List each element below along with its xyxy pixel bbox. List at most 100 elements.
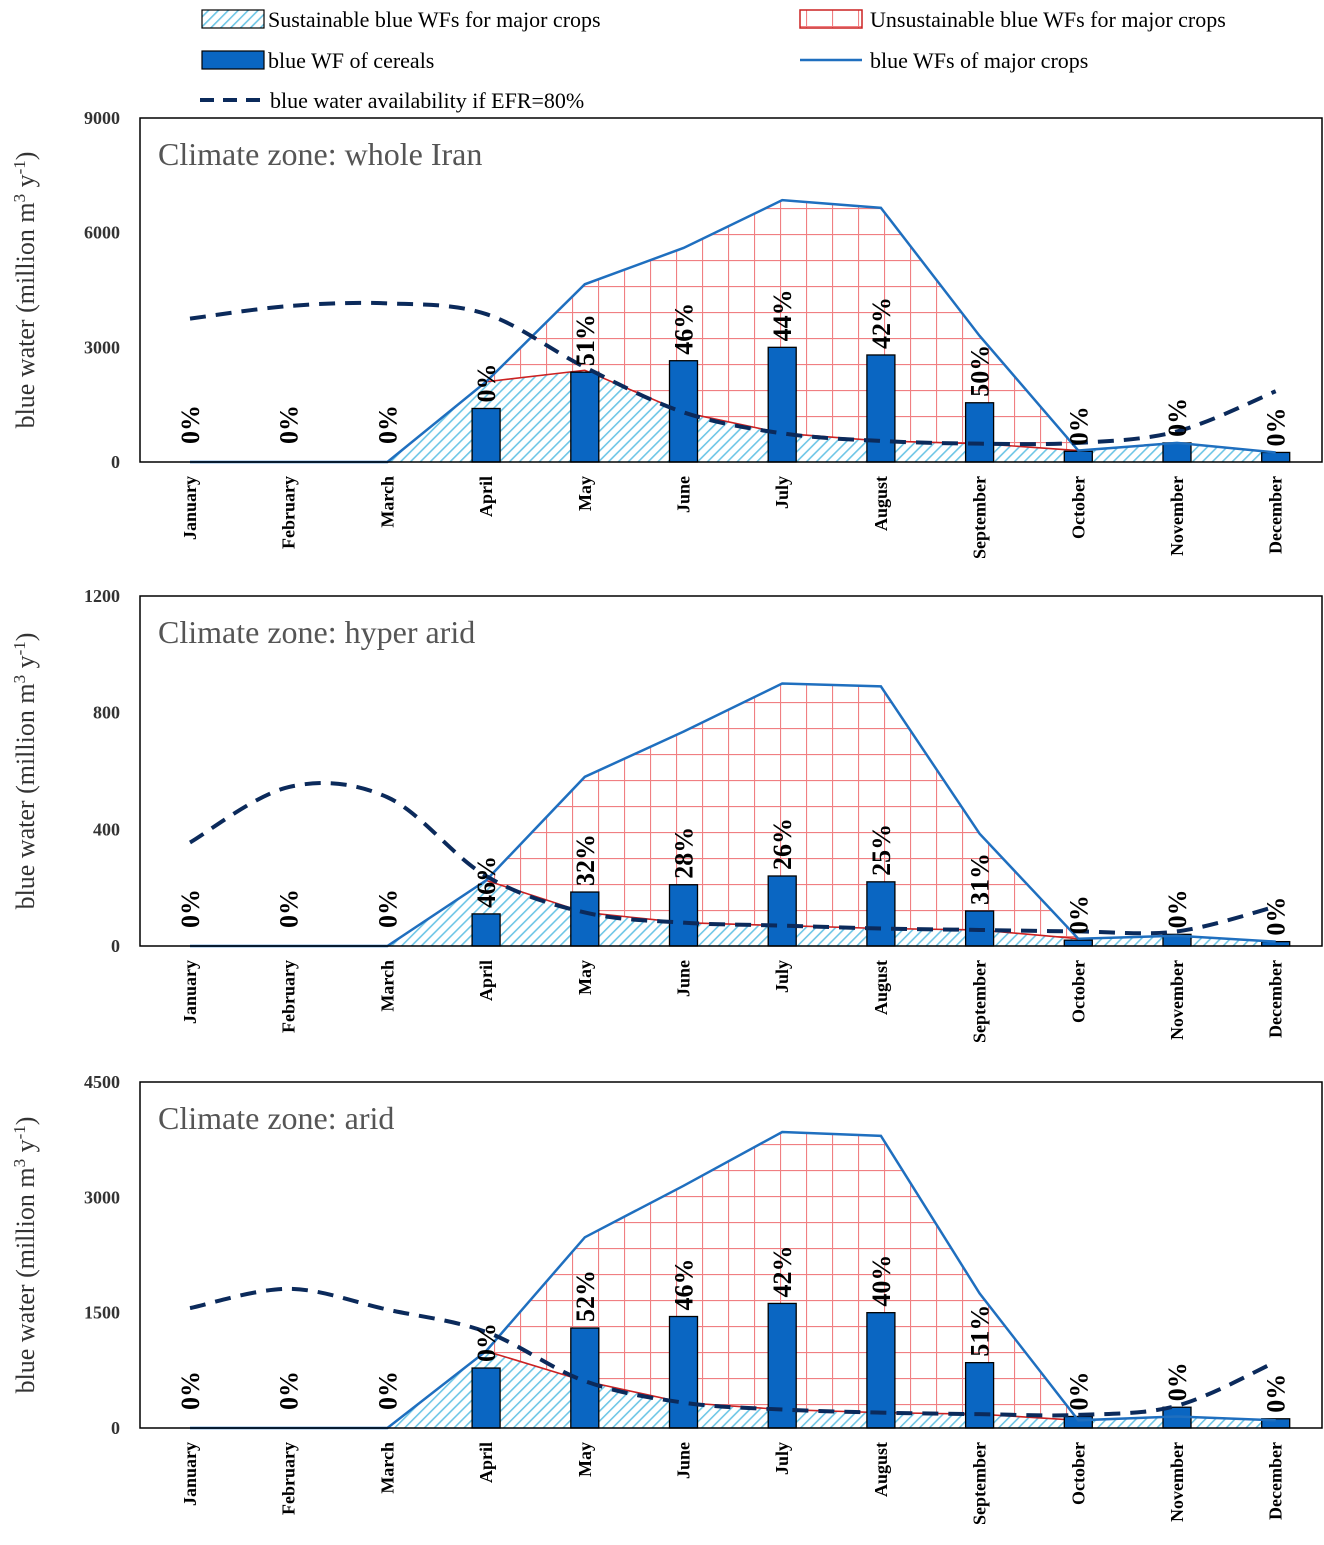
x-tick-label: May xyxy=(575,1442,595,1477)
percentage-label: 25% xyxy=(867,824,896,876)
x-tick-label: April xyxy=(476,1442,496,1483)
y-tick-label: 0 xyxy=(111,936,120,956)
x-tick-label: August xyxy=(871,476,891,531)
y-tick-label: 1200 xyxy=(84,586,120,606)
percentage-label: 0% xyxy=(176,405,205,444)
legend-swatch-unsustainable xyxy=(799,9,863,29)
x-tick-label: July xyxy=(772,1442,792,1475)
cereal-bar xyxy=(767,875,797,947)
x-tick-label: February xyxy=(279,960,299,1033)
y-axis-label: blue water (million m3 y-1) xyxy=(10,152,41,429)
percentage-label: 42% xyxy=(768,1245,797,1297)
x-tick-label: June xyxy=(674,476,694,513)
percentage-label: 0% xyxy=(373,889,402,928)
availability-line xyxy=(189,781,1277,936)
percentage-label: 42% xyxy=(867,297,896,349)
x-tick-label: November xyxy=(1167,1442,1187,1522)
percentage-label: 0% xyxy=(1064,1371,1093,1410)
y-tick-label: 0 xyxy=(111,1418,120,1438)
percentage-label: 40% xyxy=(867,1255,896,1307)
unsustainable-area xyxy=(190,683,1276,946)
percentage-label: 0% xyxy=(1064,895,1093,934)
cereal-bar xyxy=(668,884,699,947)
chart-panels: 0 3000 6000 9000 blue water (million m3 y-1)… xyxy=(10,108,1323,1525)
chart-panel: 0 1500 3000 4500 blue water (million m3 y-1)… xyxy=(10,1072,1323,1525)
percentage-label: 0% xyxy=(176,889,205,928)
availability-line xyxy=(189,300,1277,447)
sustainable-area xyxy=(190,370,1276,462)
percentage-label: 0% xyxy=(373,1371,402,1410)
x-tick-label: September xyxy=(970,1442,990,1525)
legend-swatch-sustainable xyxy=(201,9,265,29)
x-tick-label: December xyxy=(1266,960,1286,1038)
x-tick-label: October xyxy=(1068,960,1088,1023)
percentage-label: 0% xyxy=(472,363,501,402)
sustainable-area xyxy=(190,1351,1276,1428)
percentage-label: 26% xyxy=(768,818,797,870)
x-tick-label: August xyxy=(871,960,891,1015)
percentage-label: 46% xyxy=(670,1259,699,1311)
cereal-bar xyxy=(964,1361,995,1429)
percentage-label: 0% xyxy=(1163,1362,1192,1401)
x-tick-label: September xyxy=(970,960,990,1043)
x-tick-label: December xyxy=(1266,1442,1286,1520)
percentage-label: 0% xyxy=(1163,398,1192,437)
percentage-label: 0% xyxy=(275,889,304,928)
percentage-label: 0% xyxy=(1262,1374,1291,1413)
plot-frame xyxy=(139,117,1323,463)
x-tick-label: December xyxy=(1266,476,1286,554)
x-tick-label: April xyxy=(476,476,496,517)
cereal-bar xyxy=(1063,1415,1093,1429)
x-tick-label: November xyxy=(1167,476,1187,556)
percentage-label: 51% xyxy=(966,1305,995,1357)
percentage-label: 0% xyxy=(1262,897,1291,936)
x-tick-label: July xyxy=(772,960,792,993)
legend: Sustainable blue WFs for major crops Uns… xyxy=(200,7,1226,113)
x-tick-label: March xyxy=(377,476,397,528)
x-tick-label: February xyxy=(279,1442,299,1515)
percentage-label: 0% xyxy=(275,1371,304,1410)
panel-title: Climate zone: hyper arid xyxy=(158,614,475,650)
percentage-label: 46% xyxy=(472,856,501,908)
legend-label-sustainable: Sustainable blue WFs for major crops xyxy=(268,7,601,32)
cereal-bar xyxy=(570,891,600,947)
y-tick-label: 6000 xyxy=(84,223,120,243)
cereal-bar xyxy=(1063,450,1093,463)
y-tick-label: 800 xyxy=(93,703,120,723)
x-tick-label: June xyxy=(674,1442,694,1479)
x-tick-label: June xyxy=(674,960,694,997)
percentage-label: 0% xyxy=(275,405,304,444)
legend-item-cereals: blue WF of cereals xyxy=(201,48,434,73)
cereal-bar xyxy=(1063,939,1093,947)
y-tick-label: 0 xyxy=(111,452,120,472)
panel-title: Climate zone: whole Iran xyxy=(158,136,482,172)
chart-panel: 0 400 800 1200 blue water (million m3 y-1) Cl… xyxy=(10,586,1323,1043)
percentage-label: 46% xyxy=(670,303,699,355)
x-tick-label: May xyxy=(575,960,595,995)
cereal-bar xyxy=(668,1315,699,1429)
percentage-label: 28% xyxy=(670,827,699,879)
percentage-label: 0% xyxy=(1064,406,1093,445)
percentage-label: 44% xyxy=(768,289,797,341)
cereal-bar xyxy=(866,354,896,463)
y-axis-label: blue water (million m3 y-1) xyxy=(10,633,41,910)
cereal-bar xyxy=(668,360,699,463)
cereal-bar xyxy=(866,881,896,947)
y-axis-label: blue water (million m3 y-1) xyxy=(10,1117,41,1394)
cereal-bar xyxy=(471,407,501,463)
y-tick-label: 400 xyxy=(93,819,120,839)
chart-panel: 0 3000 6000 9000 blue water (million m3 y-1)… xyxy=(10,108,1323,559)
x-tick-label: February xyxy=(279,476,299,549)
y-tick-label: 9000 xyxy=(84,108,120,128)
legend-item-availability: blue water availability if EFR=80% xyxy=(200,88,584,113)
cereal-bar xyxy=(471,1367,501,1429)
panel-title: Climate zone: arid xyxy=(158,1100,394,1136)
percentage-label: 0% xyxy=(1262,407,1291,446)
cereal-bar xyxy=(767,346,797,463)
x-tick-label: January xyxy=(180,960,200,1024)
availability-line xyxy=(189,1286,1277,1418)
legend-label-cereals: blue WF of cereals xyxy=(268,48,434,73)
plot-frame xyxy=(139,595,1323,947)
x-tick-label: March xyxy=(377,960,397,1012)
